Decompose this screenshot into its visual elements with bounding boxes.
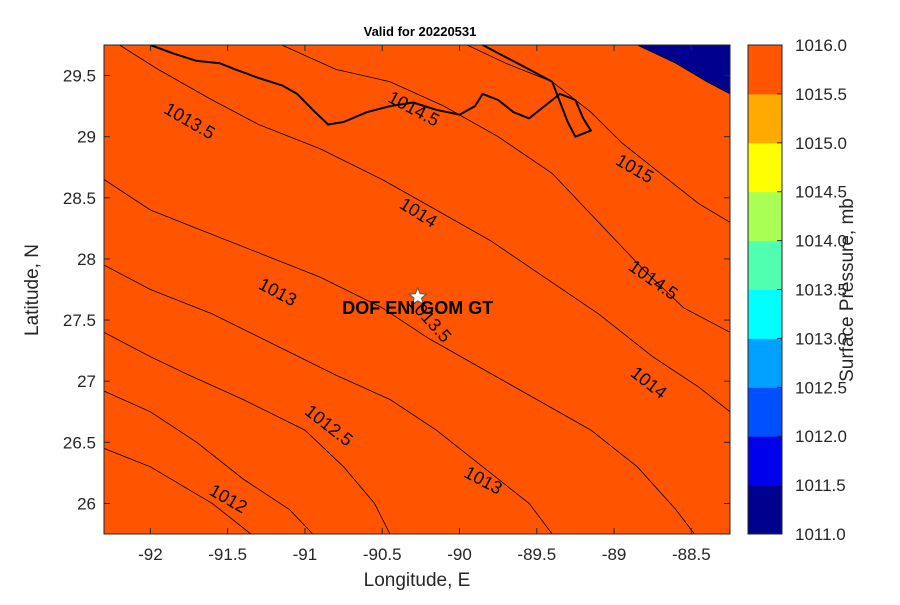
colorbar-swatch (748, 338, 782, 388)
y-tick-label: 27 (77, 372, 96, 391)
colorbar-swatch (748, 142, 782, 193)
colorbar: 1011.0 1011.5 1012.0 1012.5 1013.0 1013.5 1014… (747, 36, 847, 544)
coastline (150, 45, 592, 138)
colorbar-swatch (748, 387, 782, 437)
colorbar-tick-label: 1012.0 (795, 427, 847, 446)
contour-line-1014 (119, 45, 730, 413)
y-tick-label: 28.5 (63, 189, 96, 208)
colorbar-tick-label: 1014.5 (795, 183, 847, 202)
colorbar-tick-label: 1011.0 (795, 525, 846, 544)
y-tick-label: 26 (77, 494, 96, 513)
x-tick-label: -88.5 (672, 545, 711, 564)
contour-line-1012.5 (104, 331, 391, 534)
contour-line-1012 (104, 390, 313, 534)
contour-line-1015.5 (637, 45, 730, 95)
colorbar-tick-label: 1014.0 (795, 232, 847, 251)
x-tick-label: -92 (138, 545, 163, 564)
colorbar-tick-label: 1015.0 (795, 134, 847, 153)
contour-line-1014.5 (281, 45, 730, 333)
x-axis-label: Longitude, E (364, 570, 471, 591)
colorbar-tick-label: 1015.5 (795, 85, 847, 104)
y-tick-label: 26.5 (63, 433, 96, 452)
station-star-icon (407, 286, 428, 306)
contour-line-1011.5 (104, 448, 252, 534)
colorbar-swatch (748, 289, 782, 339)
x-tick-label: -90.5 (363, 545, 402, 564)
y-tick-label: 29 (77, 128, 96, 147)
colorbar-tick-label: 1013.0 (795, 329, 847, 348)
plot-frame (103, 44, 731, 535)
colorbar-swatch (748, 240, 782, 290)
x-tick-label: -89.5 (517, 545, 556, 564)
colorbar-tick-label: 1016.0 (795, 36, 847, 55)
x-tick-label: -91.5 (208, 545, 247, 564)
chart-title: Valid for 20220531 (364, 24, 477, 39)
colorbar-swatch (748, 436, 782, 486)
contour-line-1013.5 (104, 179, 695, 534)
plot-area: 1013.5 1014.5101510141014.510131013.51014… (104, 45, 730, 534)
y-tick-label: 28 (77, 250, 96, 269)
x-tick-label: -89 (602, 545, 627, 564)
colorbar-tick-label: 1013.5 (795, 281, 847, 300)
colorbar-tick-label: 1011.5 (795, 476, 846, 495)
axis-ticks: -92 -91.5 -91 -90.5 -90 -89.5 -89 -88.5 26 26.5 27… (63, 45, 730, 564)
colorbar-tick-label: 1012.5 (795, 378, 847, 397)
y-tick-label: 27.5 (63, 311, 96, 330)
colorbar-label: Surface Pressure, mb (837, 198, 858, 382)
contour-line-1015 (467, 45, 730, 223)
x-tick-label: -91 (293, 545, 318, 564)
colorbar-swatch (748, 485, 782, 535)
contour-line-1013 (104, 264, 553, 534)
x-tick-label: -90 (447, 545, 472, 564)
colorbar-swatch (748, 93, 782, 144)
y-axis-label: Latitude, N (22, 244, 43, 336)
y-tick-label: 29.5 (63, 67, 96, 86)
station-label: DOF ENI GOM GT (342, 298, 493, 318)
colorbar-swatch (748, 45, 782, 95)
colorbar-swatch (748, 191, 782, 242)
